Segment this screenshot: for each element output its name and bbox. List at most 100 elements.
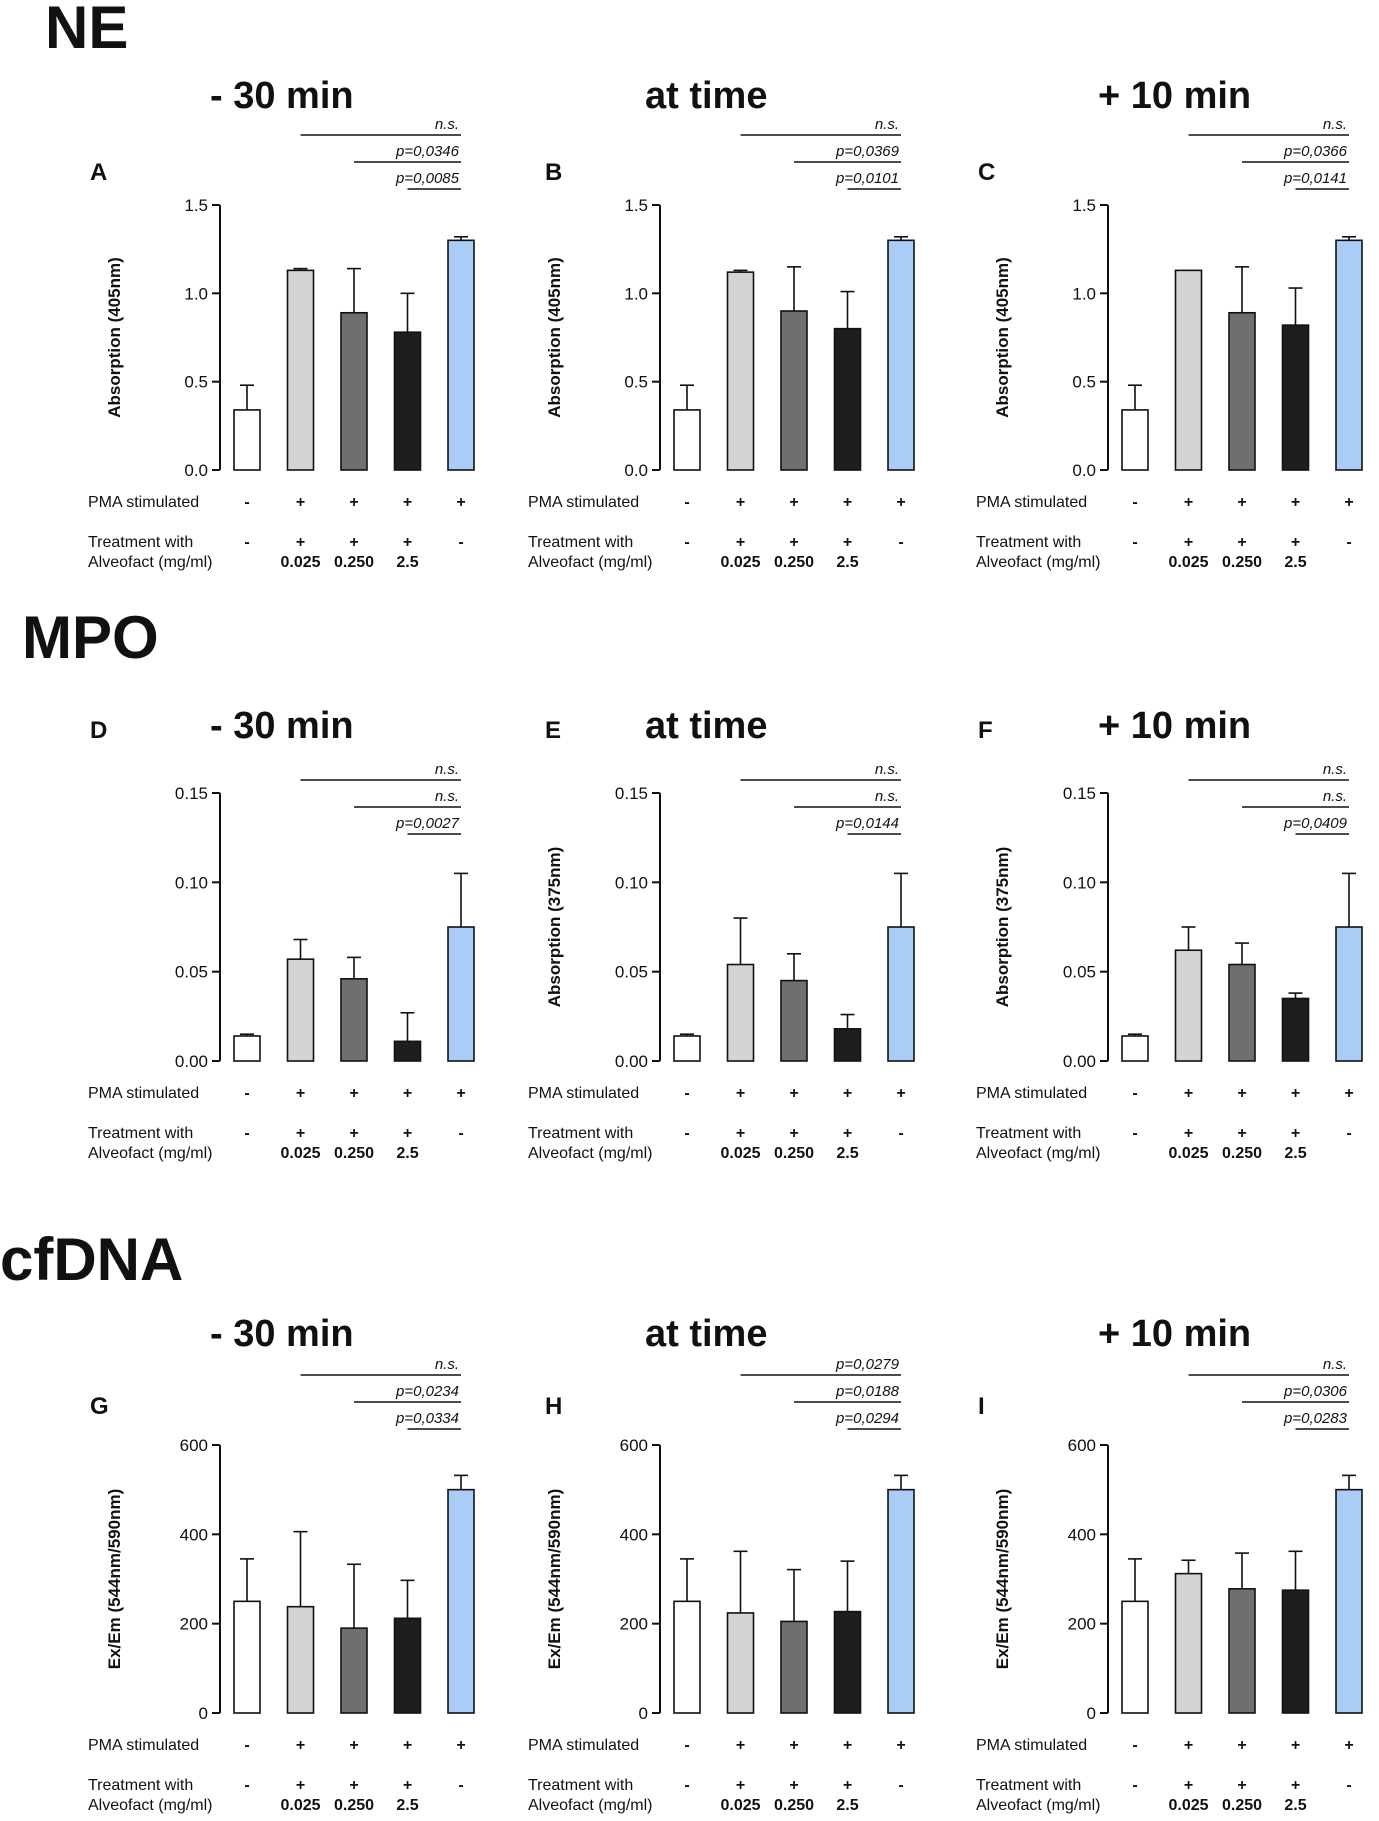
panel-c: + 10 min C 0.0 0.5 1.0 1.5 Absorption (405nm) n… <box>976 75 1363 571</box>
panel-a-sig-label-1: n.s. <box>435 116 459 133</box>
panel-h-time-title: at time <box>645 1313 767 1355</box>
panel-h-y-tick-label: 0 <box>639 1704 648 1723</box>
panel-b-letter: B <box>545 159 562 186</box>
panel-i-concentration: 2.5 <box>1284 1797 1306 1814</box>
panel-h-treatment-sign: - <box>898 1777 903 1794</box>
panel-d-concentration: 0.250 <box>334 1145 374 1162</box>
panel-h-sig-label-2: p=0,0188 <box>835 1383 900 1400</box>
panel-d-bar-2 <box>286 958 315 1062</box>
panel-g-concentration: 0.250 <box>334 1797 374 1814</box>
panel-e-sig-label-1: n.s. <box>875 761 899 778</box>
panel-a-treatment-sign: + <box>296 534 305 551</box>
panel-i-treatment-sign: - <box>1132 1777 1137 1794</box>
panel-h-pma-sign: + <box>736 1737 745 1754</box>
panel-g-y-tick-label: 200 <box>180 1615 208 1634</box>
panel-f-bar-3 <box>1228 963 1256 1062</box>
panel-i-concentration: 0.025 <box>1168 1797 1208 1814</box>
panel-g-concentration: 0.025 <box>280 1797 320 1814</box>
panel-g-treatment-sign: + <box>349 1777 358 1794</box>
panel-h-pma-sign: + <box>789 1737 798 1754</box>
panel-d-time-title: - 30 min <box>210 705 354 747</box>
panel-i-sig-label-2: p=0,0306 <box>1283 1383 1348 1400</box>
panel-c-letter: C <box>978 159 995 186</box>
panel-a-pma-sign: + <box>296 494 305 511</box>
panel-b-y-tick-label: 0.0 <box>624 461 648 480</box>
panel-i: + 10 min I 0 200 400 600 Ex/Em (544nm/590nm) n.… <box>976 1313 1363 1814</box>
panel-i-treatment-sign: + <box>1237 1777 1246 1794</box>
panel-g-treatment-label: Treatment with <box>88 1777 193 1794</box>
panel-i-y-tick-label: 600 <box>1068 1436 1096 1455</box>
panel-c-pma-label: PMA stimulated <box>976 494 1087 511</box>
panel-b-y-axis-title: Absorption (405nm) <box>545 257 564 418</box>
panel-h-y-axis-title: Ex/Em (544nm/590nm) <box>545 1489 564 1669</box>
panel-f-bar-4 <box>1281 997 1310 1062</box>
panel-f-bar-2 <box>1174 949 1203 1062</box>
section-title-ne: NE <box>45 0 128 61</box>
panel-g-treatment-sign: - <box>458 1777 463 1794</box>
panel-a-concentration: 0.025 <box>280 554 320 571</box>
panel-b-time-title: at time <box>645 75 767 117</box>
panel-g-treatment-sign: - <box>244 1777 249 1794</box>
panel-f-letter: F <box>978 717 993 744</box>
panel-g-alveofact-label: Alveofact (mg/ml) <box>88 1797 212 1814</box>
panel-i-letter: I <box>978 1393 985 1420</box>
panel-a-bar-5 <box>447 239 475 471</box>
panel-f-pma-sign: + <box>1237 1085 1246 1102</box>
panel-h-letter: H <box>545 1393 562 1420</box>
panel-e-treatment-sign: + <box>789 1125 798 1142</box>
panel-i-sig-label-1: n.s. <box>1323 1356 1347 1373</box>
panel-a-treatment-sign: + <box>349 534 358 551</box>
panel-f-concentration: 0.025 <box>1168 1145 1208 1162</box>
panel-f-treatment-sign: + <box>1237 1125 1246 1142</box>
panel-g-pma-sign: + <box>349 1737 358 1754</box>
panel-b-pma-sign: - <box>684 494 689 511</box>
panel-h: at time H 0 200 400 600 Ex/Em (544nm/590nm) p=0… <box>528 1313 915 1814</box>
panel-f-pma-sign: + <box>1344 1085 1353 1102</box>
panel-c-y-tick-label: 0.5 <box>1072 373 1096 392</box>
panel-c-bar-1 <box>1121 409 1149 471</box>
panel-g-bar-4 <box>393 1617 422 1714</box>
panel-b-bar-2 <box>726 271 755 471</box>
panel-b-bar-4 <box>833 327 862 471</box>
panel-g-sig-label-1: n.s. <box>435 1356 459 1373</box>
panel-f-treatment-label: Treatment with <box>976 1125 1081 1142</box>
panel-d-treatment-label: Treatment with <box>88 1125 193 1142</box>
panel-e-pma-label: PMA stimulated <box>528 1085 639 1102</box>
panel-f-time-title: + 10 min <box>1098 705 1251 747</box>
panel-d-pma-sign: + <box>296 1085 305 1102</box>
panel-i-concentration: 0.250 <box>1222 1797 1262 1814</box>
panel-f-sig-label-1: n.s. <box>1323 761 1347 778</box>
panel-i-y-tick-label: 400 <box>1068 1525 1096 1544</box>
panel-a-y-axis-title: Absorption (405nm) <box>105 257 124 418</box>
panel-d-bar-1 <box>233 1035 261 1062</box>
panel-f-concentration: 2.5 <box>1284 1145 1306 1162</box>
panel-a-bar-3 <box>340 311 368 471</box>
panel-e-y-tick-label: 0.10 <box>615 873 648 892</box>
panel-d-bar-5 <box>447 926 475 1062</box>
panel-f-bar-1 <box>1121 1035 1149 1062</box>
panel-c-treatment-sign: - <box>1132 534 1137 551</box>
panel-f-treatment-sign: - <box>1346 1125 1351 1142</box>
panel-b-bar-1 <box>673 409 701 471</box>
panel-d-treatment-sign: - <box>244 1125 249 1142</box>
panel-d-sig-label-2: n.s. <box>435 788 459 805</box>
panel-b-treatment-sign: + <box>843 534 852 551</box>
panel-e-concentration: 0.025 <box>720 1145 760 1162</box>
panel-b-pma-label: PMA stimulated <box>528 494 639 511</box>
panel-g-y-axis-title: Ex/Em (544nm/590nm) <box>105 1489 124 1669</box>
panel-i-pma-label: PMA stimulated <box>976 1737 1087 1754</box>
panel-h-concentration: 0.250 <box>774 1797 814 1814</box>
panel-f-concentration: 0.250 <box>1222 1145 1262 1162</box>
panel-d-treatment-sign: + <box>296 1125 305 1142</box>
panel-g-treatment-sign: + <box>403 1777 412 1794</box>
panel-c-y-tick-label: 1.5 <box>1072 196 1096 215</box>
panel-b-concentration: 0.250 <box>774 554 814 571</box>
panel-b-sig-label-3: p=0,0101 <box>835 170 899 187</box>
panel-c-pma-sign: - <box>1132 494 1137 511</box>
panel-i-pma-sign: + <box>1184 1737 1193 1754</box>
panel-e-y-tick-label: 0.00 <box>615 1052 648 1071</box>
panel-f-sig-label-3: p=0,0409 <box>1283 815 1348 832</box>
panel-d-treatment-sign: - <box>458 1125 463 1142</box>
panel-a-pma-sign: + <box>456 494 465 511</box>
